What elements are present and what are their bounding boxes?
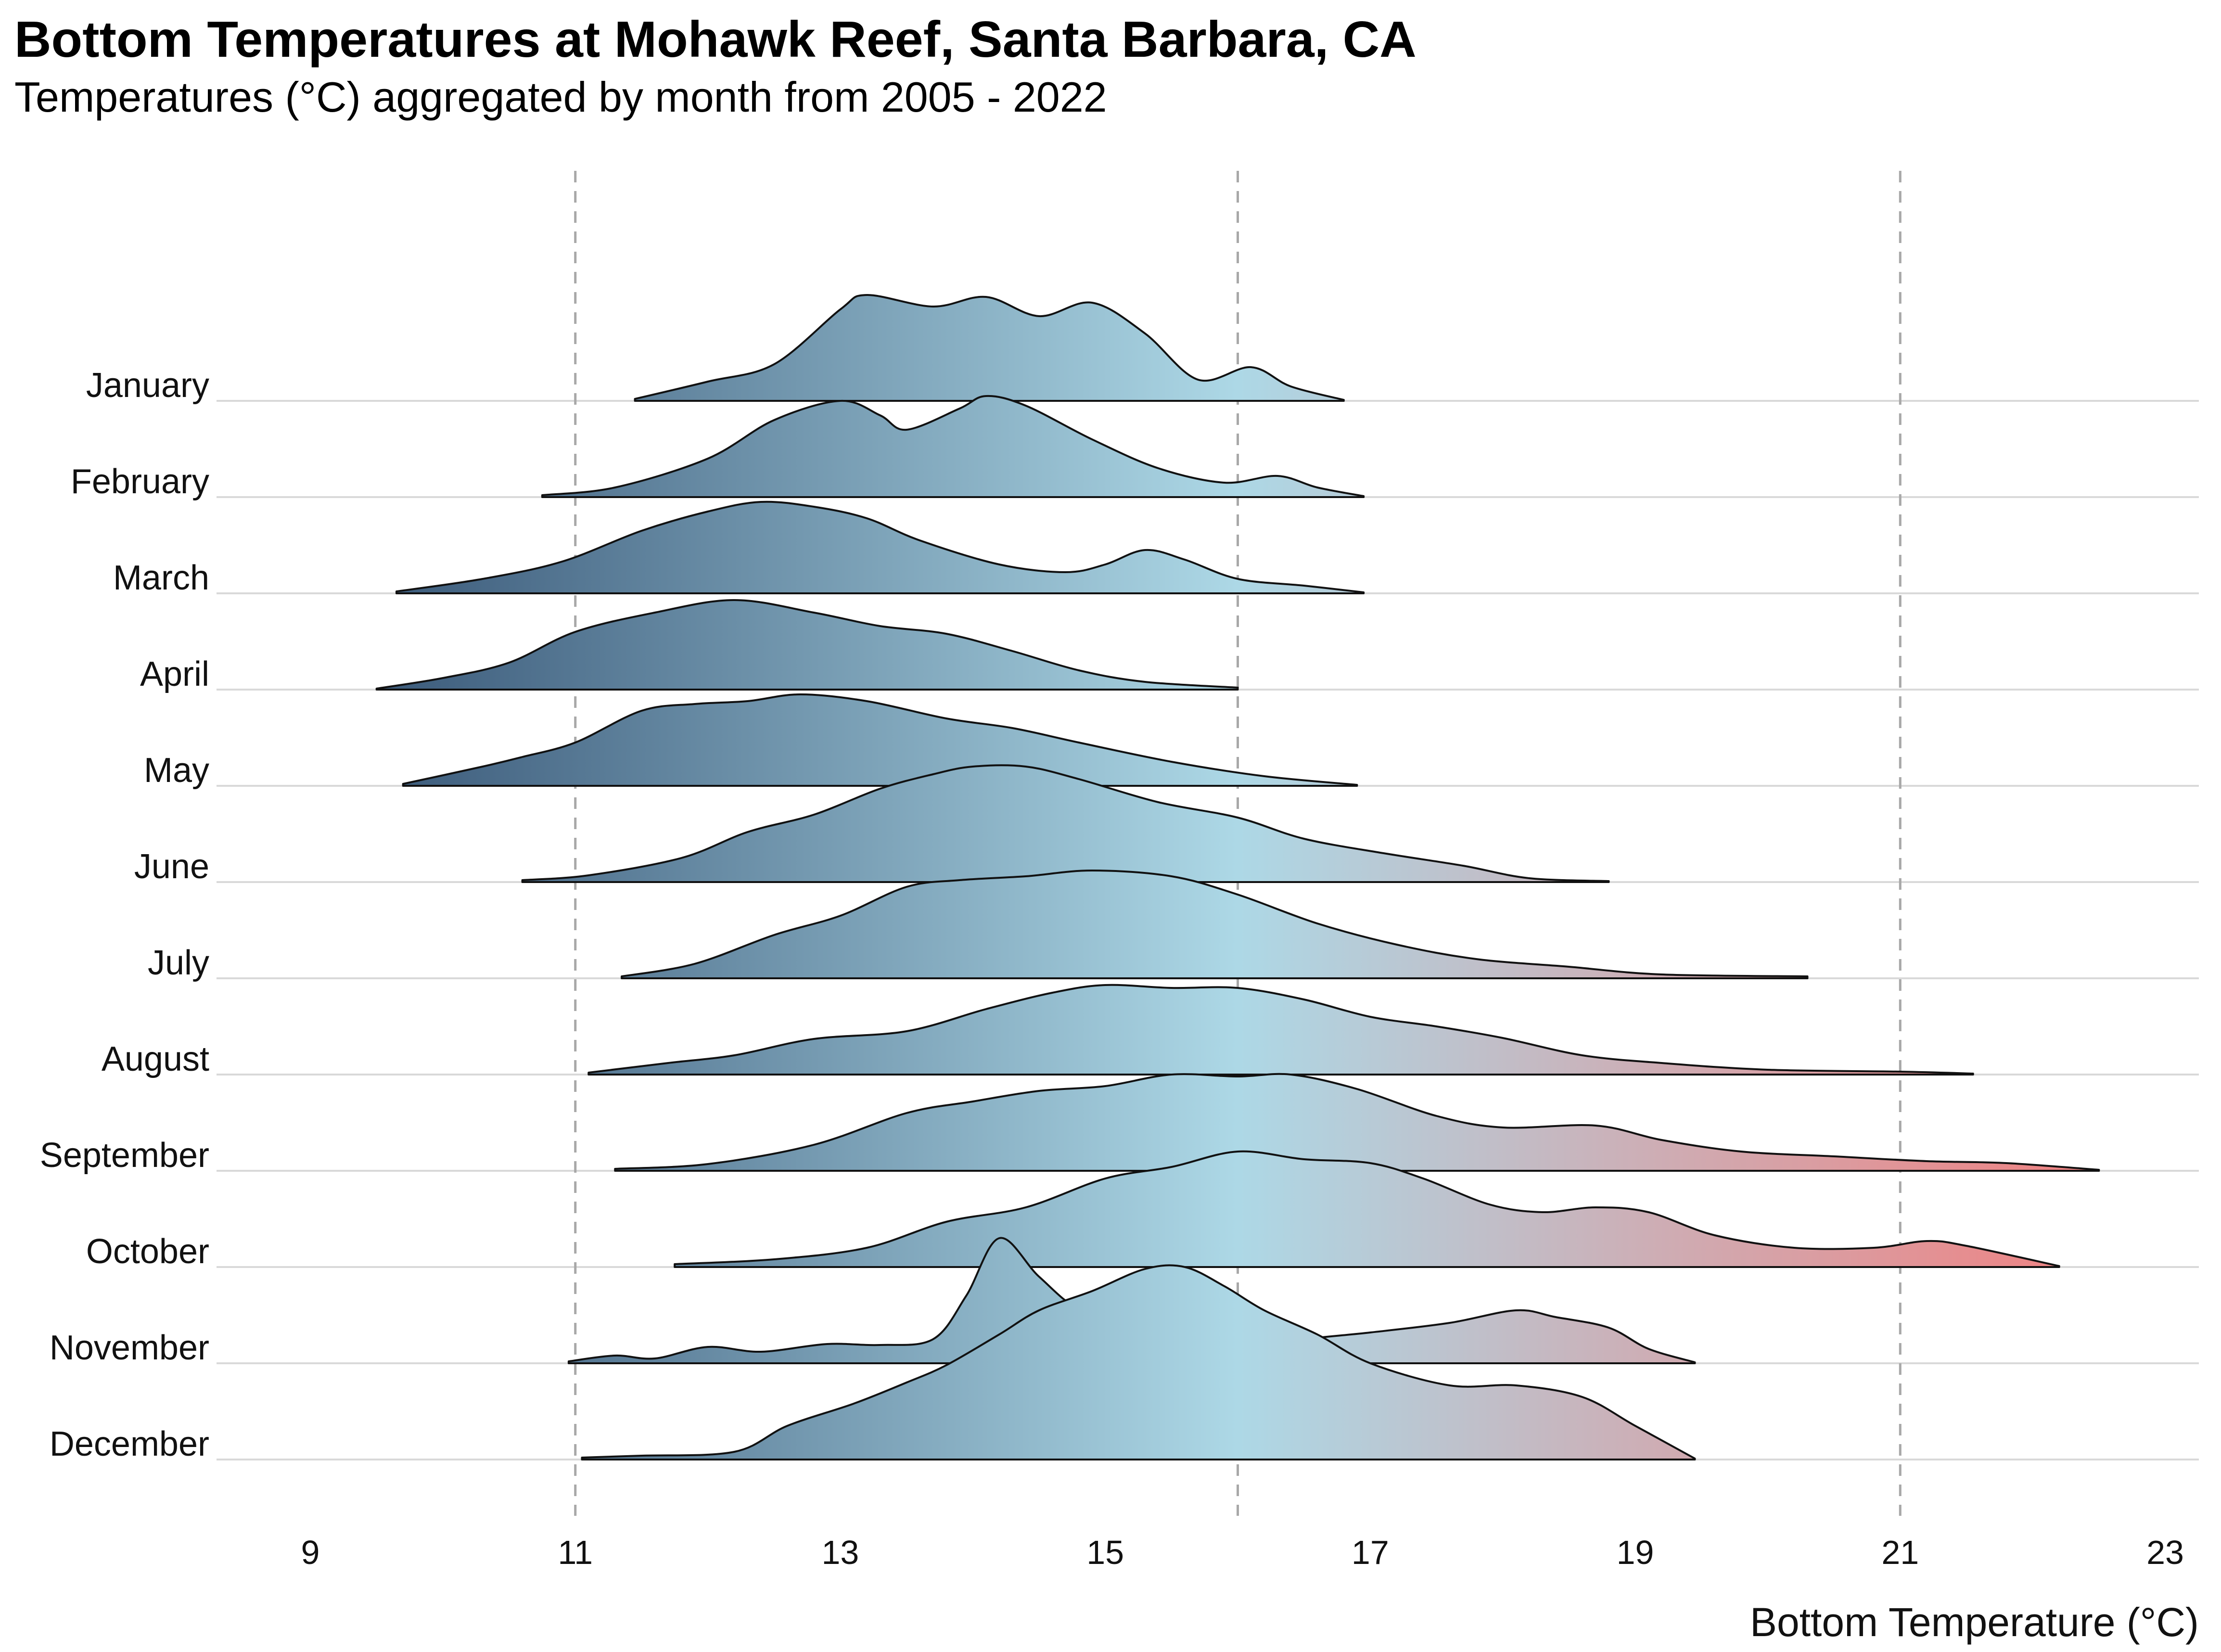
ridges xyxy=(375,294,2100,1460)
month-label-january: January xyxy=(86,366,209,405)
x-tick-19: 19 xyxy=(1617,1534,1654,1571)
ridge-february xyxy=(541,395,1365,498)
month-label-december: December xyxy=(50,1425,209,1463)
month-label-july: July xyxy=(148,944,209,982)
month-label-march: March xyxy=(113,559,209,597)
x-axis-ticks: 9 11 13 15 17 19 21 23 xyxy=(301,1534,2184,1571)
x-axis-title: Bottom Temperature (°C) xyxy=(1750,1600,2199,1645)
month-label-february: February xyxy=(71,462,209,501)
x-tick-17: 17 xyxy=(1352,1534,1389,1571)
ridge-july xyxy=(621,870,1809,979)
ridge-august xyxy=(587,984,1974,1076)
month-label-june: June xyxy=(134,847,209,886)
x-tick-9: 9 xyxy=(301,1534,320,1571)
ridge-january xyxy=(634,294,1345,402)
ridge-june xyxy=(521,764,1610,883)
x-tick-21: 21 xyxy=(1881,1534,1919,1571)
chart-subtitle: Temperatures (°C) aggregated by month fr… xyxy=(14,73,1107,121)
x-tick-11: 11 xyxy=(558,1534,593,1571)
chart-title: Bottom Temperatures at Mohawk Reef, Sant… xyxy=(14,11,1417,68)
ridge-may xyxy=(402,693,1358,787)
x-tick-15: 15 xyxy=(1086,1534,1124,1571)
ridge-december xyxy=(581,1264,1696,1460)
ridge-september xyxy=(614,1073,2100,1172)
ridge-october xyxy=(674,1150,2060,1268)
month-label-august: August xyxy=(102,1040,209,1078)
x-tick-13: 13 xyxy=(821,1534,859,1571)
x-tick-23: 23 xyxy=(2146,1534,2184,1571)
month-label-april: April xyxy=(140,655,209,693)
month-label-september: September xyxy=(40,1136,209,1175)
month-label-november: November xyxy=(50,1329,209,1367)
ridge-april xyxy=(375,599,1239,691)
ridge-march xyxy=(396,500,1365,594)
month-label-october: October xyxy=(86,1232,209,1271)
month-labels: January February March April May June July Augu… xyxy=(40,366,209,1463)
month-label-may: May xyxy=(144,751,209,790)
